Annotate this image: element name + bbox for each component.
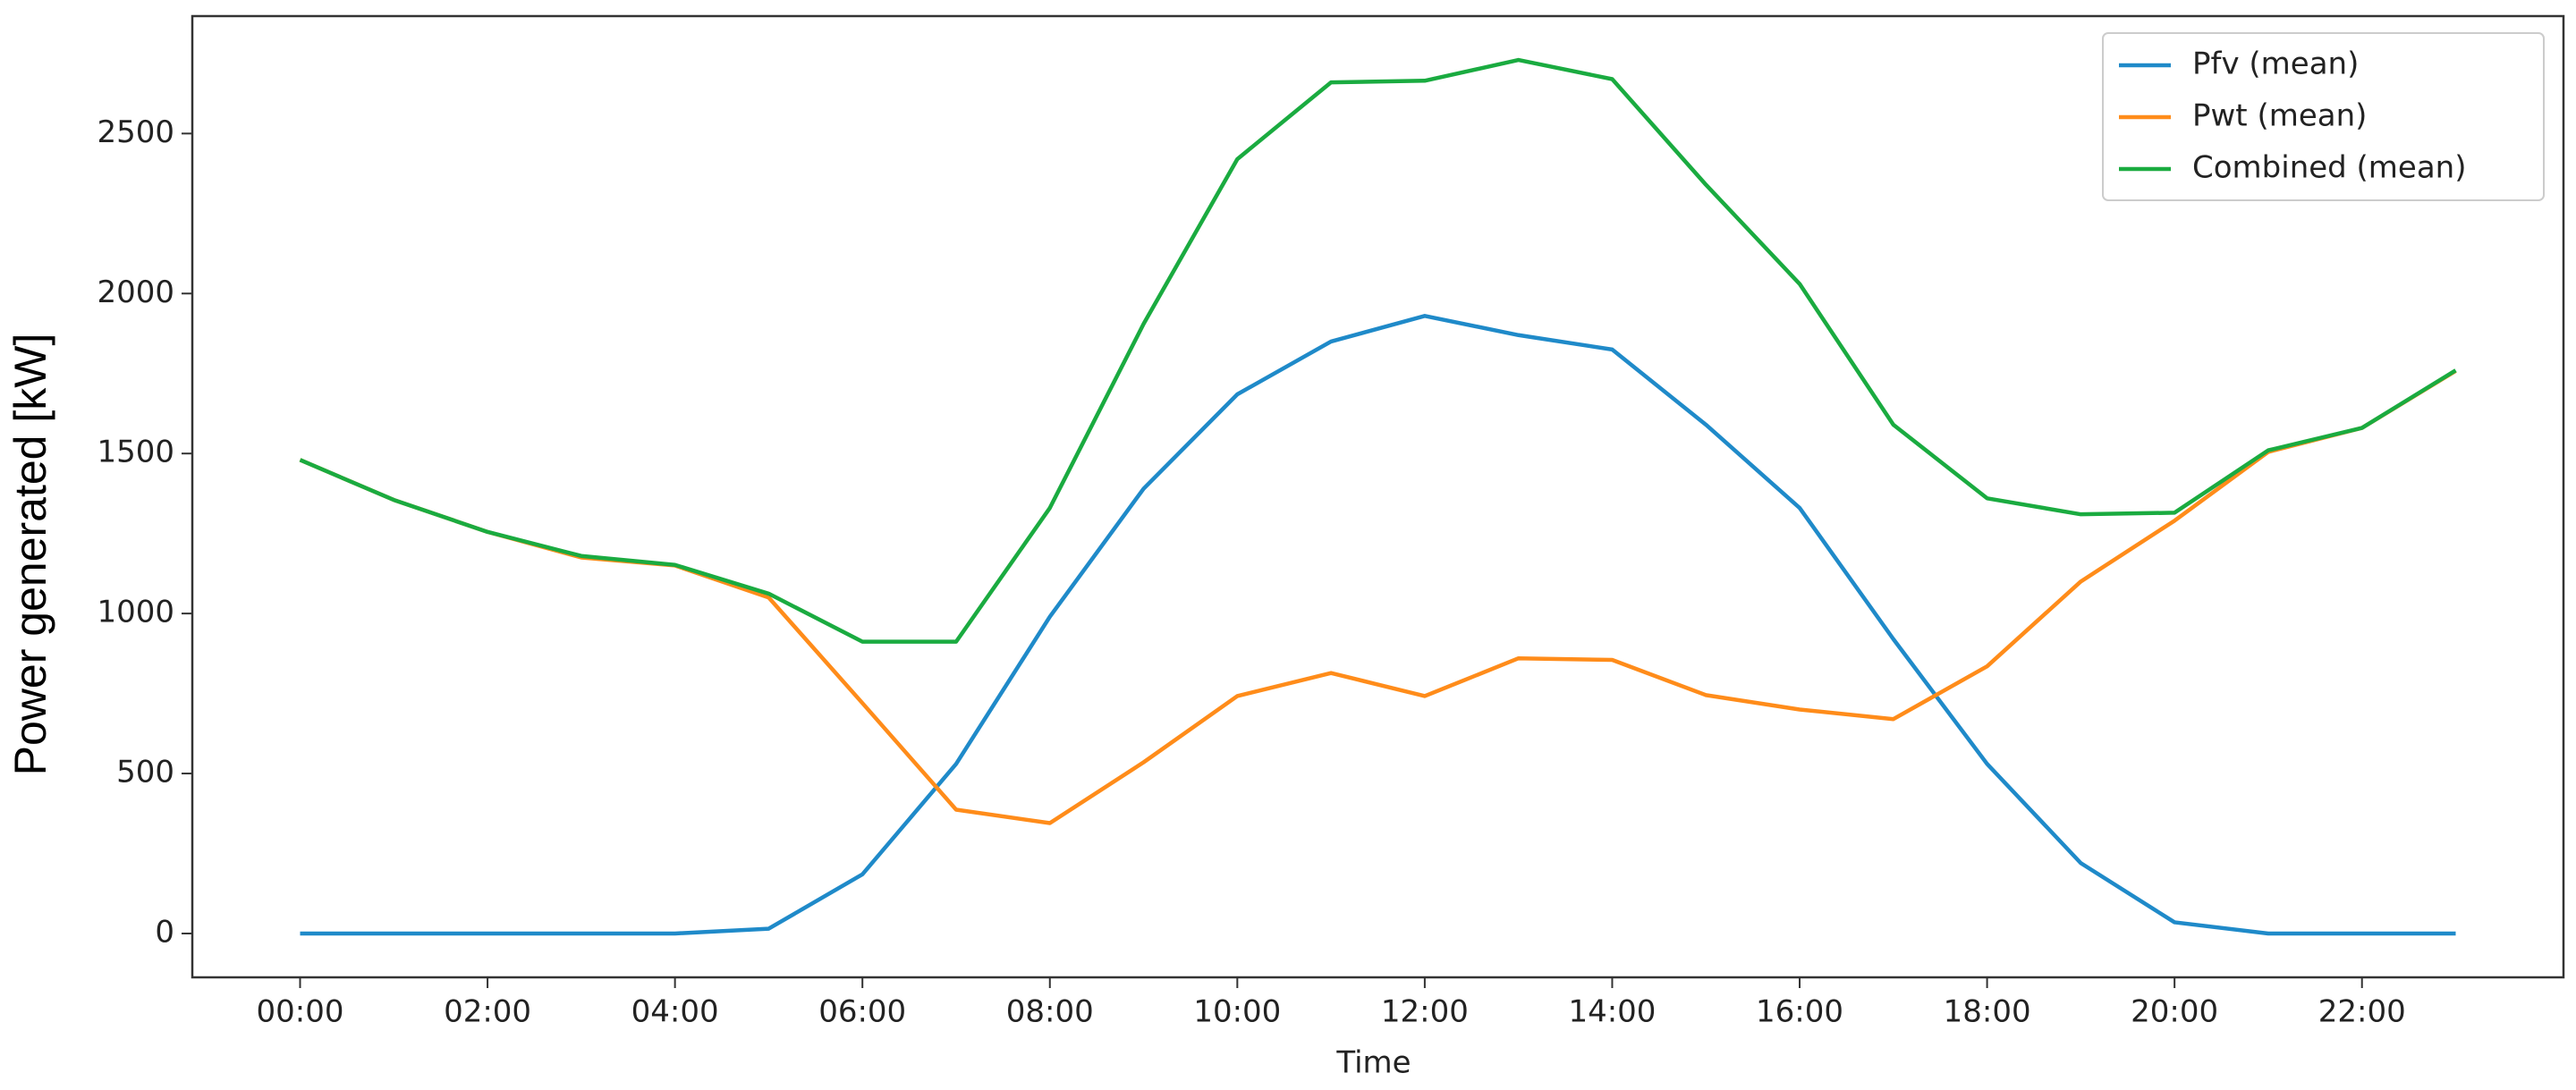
legend-label: Pwt (mean) xyxy=(2192,98,2367,134)
x-tick-label: 04:00 xyxy=(631,994,719,1030)
x-tick-label: 14:00 xyxy=(1568,994,1656,1030)
x-axis-label: Time xyxy=(1335,1045,1411,1081)
x-tick-label: 00:00 xyxy=(257,994,344,1030)
x-tick-label: 22:00 xyxy=(2318,994,2406,1030)
series-line xyxy=(299,57,2457,644)
y-tick-label: 2500 xyxy=(97,114,174,150)
series-line xyxy=(299,368,2457,825)
y-tick-label: 2000 xyxy=(97,275,174,310)
y-tick-label: 500 xyxy=(116,755,174,790)
x-tick-label: 06:00 xyxy=(818,994,906,1030)
x-tick-label: 02:00 xyxy=(444,994,531,1030)
legend-box xyxy=(2102,32,2545,201)
legend-label: Pfv (mean) xyxy=(2192,46,2359,82)
series-line xyxy=(300,314,2456,936)
y-tick-label: 1500 xyxy=(97,435,174,470)
x-tick-label: 10:00 xyxy=(1193,994,1281,1030)
y-tick-label: 0 xyxy=(155,914,174,950)
plot-frame xyxy=(191,14,2565,979)
legend-label: Combined (mean) xyxy=(2192,150,2467,186)
x-tick-label: 20:00 xyxy=(2131,994,2218,1030)
y-tick-label: 1000 xyxy=(97,595,174,630)
x-tick-label: 08:00 xyxy=(1006,994,1094,1030)
x-tick-label: 12:00 xyxy=(1381,994,1469,1030)
x-tick-label: 16:00 xyxy=(1756,994,1843,1030)
y-axis-label: Power generated [kW] xyxy=(5,334,55,776)
x-tick-label: 18:00 xyxy=(1944,994,2031,1030)
